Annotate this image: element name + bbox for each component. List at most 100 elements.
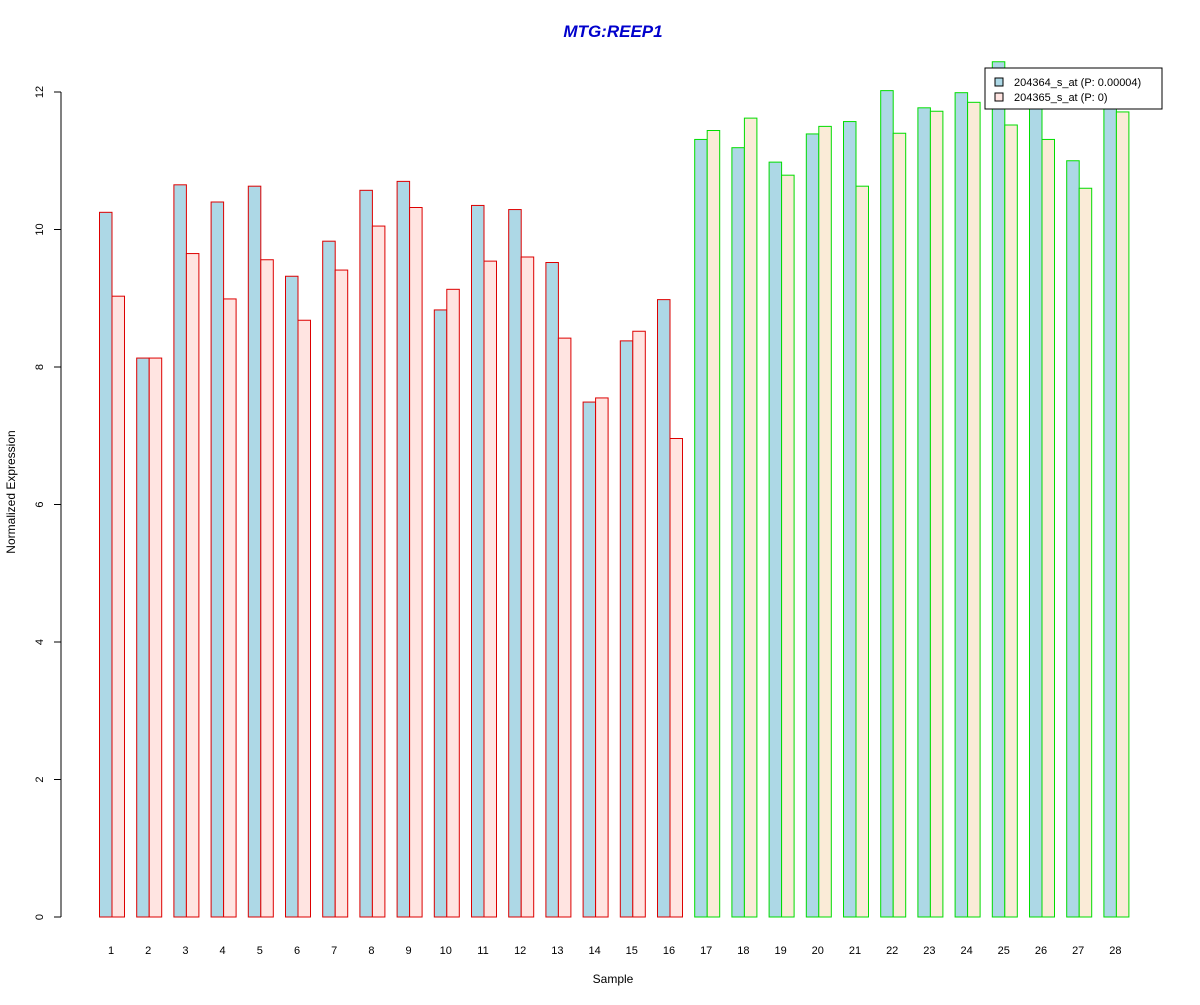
bar-204364-sample-14 bbox=[582, 401, 597, 918]
bar-204365-sample-26 bbox=[1041, 138, 1055, 918]
bar-204364-sample-20 bbox=[805, 133, 820, 918]
x-tick-label: 8 bbox=[368, 945, 374, 957]
bar-204364-sample-10 bbox=[433, 309, 448, 918]
y-tick-label: 0 bbox=[34, 914, 46, 920]
bar-204364-sample-25 bbox=[991, 61, 1006, 918]
x-tick-label: 1 bbox=[108, 945, 114, 957]
bar-204364-sample-8 bbox=[359, 189, 373, 918]
x-tick-label: 2 bbox=[145, 945, 151, 957]
bar-204365-sample-16 bbox=[669, 438, 683, 918]
bar-204364-sample-16 bbox=[657, 299, 671, 918]
x-tick-label: 21 bbox=[849, 945, 861, 957]
bar-204364-sample-24 bbox=[954, 92, 969, 918]
bar-204364-sample-2 bbox=[136, 357, 150, 918]
bar-204365-sample-4 bbox=[223, 298, 237, 918]
bar-204365-sample-15 bbox=[632, 330, 646, 918]
y-tick-label: 2 bbox=[34, 776, 46, 782]
x-tick-label: 11 bbox=[477, 945, 488, 957]
bar-204364-sample-5 bbox=[247, 185, 262, 918]
bar-204364-sample-26 bbox=[1029, 100, 1043, 918]
bar-204364-sample-7 bbox=[322, 240, 336, 918]
x-tick-label: 19 bbox=[774, 945, 786, 957]
bar-204364-sample-17 bbox=[694, 138, 708, 918]
bar-204365-sample-23 bbox=[929, 110, 944, 918]
x-tick-label: 7 bbox=[331, 945, 337, 957]
bar-204365-sample-20 bbox=[818, 125, 832, 918]
x-tick-label: 5 bbox=[257, 945, 263, 957]
bar-204364-sample-27 bbox=[1066, 160, 1080, 918]
bar-204365-sample-10 bbox=[446, 288, 460, 918]
legend-swatch bbox=[994, 92, 1004, 102]
x-tick-label: 9 bbox=[406, 945, 412, 957]
x-tick-label: 17 bbox=[700, 945, 712, 957]
x-tick-labels: 1 2 3 4 5 6 7 8 9 10 11 12 13 14 15 16 17 18 19 20 21 22 23 24 2… bbox=[108, 945, 1122, 957]
bar-204364-sample-18 bbox=[731, 147, 745, 918]
x-tick-label: 18 bbox=[737, 945, 749, 957]
x-tick-label: 28 bbox=[1109, 945, 1121, 957]
bar-204364-sample-11 bbox=[471, 204, 485, 918]
y-tick-label: 6 bbox=[34, 501, 46, 507]
bar-204364-sample-23 bbox=[917, 107, 931, 918]
bar-204364-sample-13 bbox=[545, 262, 559, 918]
bar-204365-sample-17 bbox=[706, 130, 721, 918]
bar-204364-sample-9 bbox=[396, 180, 411, 918]
y-tick-label: 12 bbox=[34, 86, 46, 98]
x-tick-label: 3 bbox=[182, 945, 188, 957]
x-tick-label: 27 bbox=[1072, 945, 1084, 957]
bar-204365-sample-19 bbox=[781, 174, 795, 918]
bar-204365-sample-24 bbox=[967, 101, 981, 918]
bar-204365-sample-14 bbox=[595, 397, 609, 918]
bar-204364-sample-3 bbox=[173, 184, 187, 918]
x-tick-label: 24 bbox=[960, 945, 972, 957]
x-tick-label: 22 bbox=[886, 945, 898, 957]
bar-204365-sample-9 bbox=[409, 207, 423, 918]
x-tick-label: 25 bbox=[998, 945, 1010, 957]
bar-204364-sample-1 bbox=[99, 211, 113, 918]
x-tick-label: 20 bbox=[812, 945, 824, 957]
bar-204365-sample-25 bbox=[1004, 124, 1018, 918]
bar-204365-sample-6 bbox=[297, 319, 311, 918]
legend-box bbox=[984, 67, 1163, 110]
bar-204365-sample-18 bbox=[743, 117, 758, 918]
legend: 204364_s_at (P: 0.00004) 204365_s_at (P: … bbox=[984, 67, 1163, 110]
bar-204364-sample-19 bbox=[768, 161, 783, 918]
bar-204364-sample-22 bbox=[880, 90, 894, 918]
bar-204365-sample-11 bbox=[483, 260, 497, 918]
x-tick-label: 6 bbox=[294, 945, 300, 957]
bars-group bbox=[99, 61, 1130, 918]
y-axis: 0 2 4 6 8 10 12 bbox=[34, 86, 62, 920]
legend-entry-label: 204364_s_at (P: 0.00004) bbox=[1014, 77, 1141, 89]
x-tick-label: 14 bbox=[588, 945, 600, 957]
x-tick-label: 26 bbox=[1035, 945, 1047, 957]
x-tick-label: 13 bbox=[551, 945, 563, 957]
bar-204365-sample-13 bbox=[557, 337, 572, 918]
bar-204364-sample-4 bbox=[210, 201, 225, 918]
bar-204364-sample-6 bbox=[285, 275, 299, 918]
bar-204365-sample-21 bbox=[855, 185, 869, 918]
legend-entry-label: 204365_s_at (P: 0) bbox=[1014, 92, 1108, 104]
bar-204365-sample-2 bbox=[148, 357, 163, 918]
x-tick-label: 12 bbox=[514, 945, 526, 957]
bar-204364-sample-15 bbox=[619, 340, 634, 918]
bar-204365-sample-1 bbox=[111, 295, 125, 918]
x-axis-label: Sample bbox=[593, 972, 634, 986]
bar-204364-sample-12 bbox=[508, 209, 522, 918]
x-tick-label: 15 bbox=[626, 945, 638, 957]
bar-204364-sample-21 bbox=[843, 121, 857, 918]
bar-204365-sample-28 bbox=[1115, 111, 1130, 918]
bar-204365-sample-27 bbox=[1078, 187, 1093, 918]
bar-204365-sample-3 bbox=[185, 253, 200, 918]
bar-204365-sample-22 bbox=[892, 132, 907, 918]
y-tick-label: 4 bbox=[34, 639, 46, 645]
chart-title: MTG:REEP1 bbox=[563, 22, 662, 41]
x-tick-label: 23 bbox=[923, 945, 935, 957]
x-tick-label: 10 bbox=[440, 945, 452, 957]
x-tick-label: 4 bbox=[220, 945, 226, 957]
legend-swatch bbox=[994, 77, 1004, 87]
y-tick-label: 8 bbox=[34, 364, 46, 370]
bar-204364-sample-28 bbox=[1103, 97, 1117, 918]
bar-204365-sample-5 bbox=[260, 259, 274, 918]
y-tick-label: 10 bbox=[34, 223, 46, 235]
